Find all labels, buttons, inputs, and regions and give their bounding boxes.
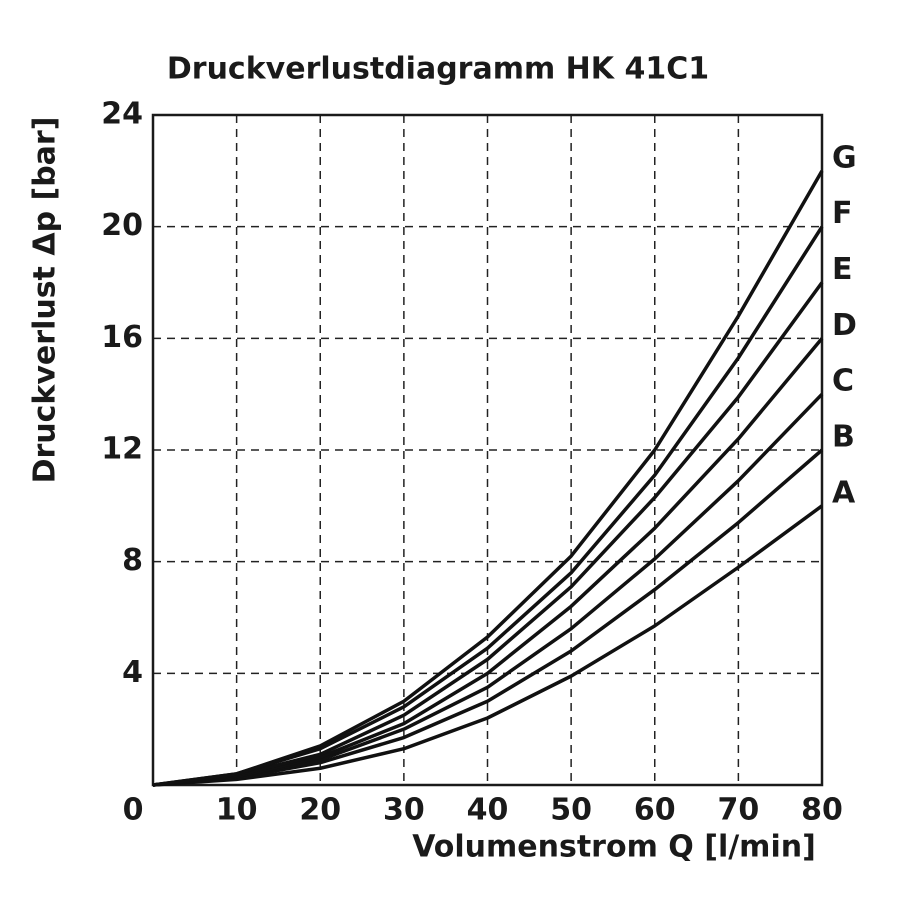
series-line	[152, 337, 824, 787]
x-tick-label: 80	[801, 793, 843, 828]
series-label: G	[832, 140, 857, 175]
x-tick-label: 0	[123, 793, 144, 828]
x-tick-label: 10	[216, 793, 258, 828]
series-line	[152, 169, 824, 787]
x-tick-label: 70	[718, 793, 760, 828]
series-line	[152, 448, 824, 787]
y-axis-label: Druckverlust Δp [bar]	[28, 117, 63, 484]
y-tick-label: 16	[101, 320, 143, 355]
y-tick-label: 24	[101, 97, 143, 132]
series-label: F	[832, 196, 853, 231]
x-tick-label: 50	[550, 793, 592, 828]
x-tick-label: 60	[634, 793, 676, 828]
series-label: C	[832, 364, 854, 399]
x-tick-label: 30	[383, 793, 425, 828]
y-tick-label: 8	[122, 543, 143, 578]
chart-title: Druckverlustdiagramm HK 41C1	[167, 52, 709, 87]
series-label: E	[832, 252, 853, 287]
x-axis-label: Volumenstrom Q [l/min]	[412, 830, 816, 865]
y-tick-label: 4	[122, 655, 143, 690]
y-tick-label: 20	[101, 208, 143, 243]
y-tick-label: 12	[101, 432, 143, 467]
x-tick-label: 20	[299, 793, 341, 828]
series-label: A	[832, 475, 856, 510]
series-line	[152, 504, 824, 787]
series-label: D	[832, 308, 857, 343]
x-tick-label: 40	[467, 793, 509, 828]
series-label: B	[832, 420, 855, 455]
series-line	[152, 281, 824, 787]
